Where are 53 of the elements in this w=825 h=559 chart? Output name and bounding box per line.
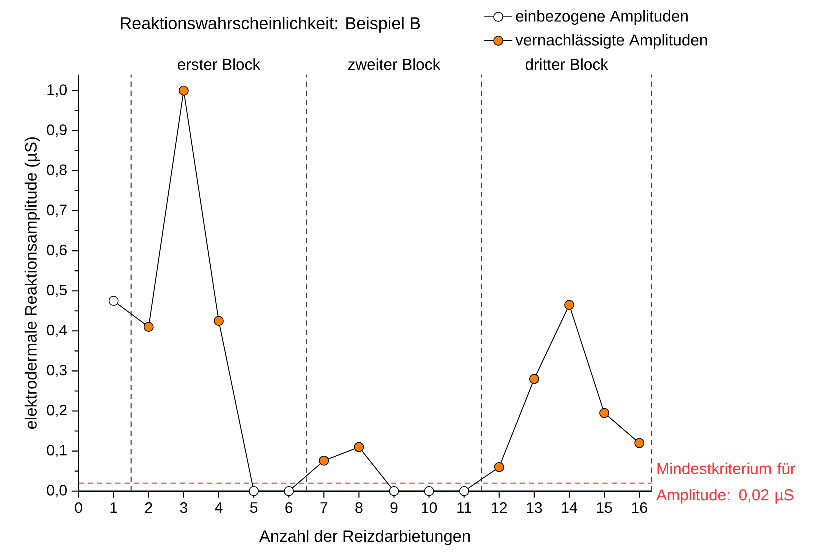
- point: [389, 486, 400, 496]
- x-tick-label: 0: [75, 502, 82, 514]
- x-tick-label: 16: [632, 502, 648, 514]
- legend-label: einbezogene Amplituden: [516, 10, 688, 25]
- point: [249, 486, 260, 496]
- x-tick-label: 14: [562, 502, 578, 513]
- point: [144, 322, 154, 332]
- point: [564, 300, 574, 310]
- x-axis-title: Anzahl der Reizdarbietungen: [260, 530, 470, 546]
- ref-line-label: Mindestkriterium für Amplitude: 0,02 µS: [656, 462, 796, 504]
- point: [494, 462, 504, 472]
- legend-label: vernachlässigte Amplituden: [516, 34, 708, 49]
- y-tick-label: 0,3: [47, 364, 67, 378]
- y-axis-title: elektrodermale Reaktionsamplitude (µS): [24, 137, 40, 429]
- y-tick-label: 0,5: [47, 284, 67, 298]
- point: [424, 486, 434, 496]
- y-tick-label: 0,9: [47, 124, 67, 137]
- point: [459, 486, 470, 496]
- x-tick-label: 4: [215, 502, 223, 513]
- x-tick-label: 11: [458, 502, 472, 513]
- text: dritter Block: [526, 58, 608, 70]
- chart-title: Reaktionswahrscheinlichkeit: Beispiel B: [121, 16, 420, 33]
- y-tick-label: 0,8: [47, 164, 67, 178]
- x-tick-label: 15: [597, 502, 612, 513]
- x-tick-label: 8: [356, 502, 363, 514]
- y-tick-label: 0,2: [47, 404, 67, 418]
- x-tick-label: 5: [250, 502, 258, 513]
- point: [529, 374, 540, 384]
- text: zweiter Block: [348, 58, 441, 70]
- x-tick-label: 3: [180, 502, 188, 514]
- point: [284, 486, 294, 496]
- y-tick-label: 0,1: [47, 444, 67, 458]
- y-tick-label: 1,0: [48, 84, 67, 97]
- point: [108, 296, 119, 306]
- point: [178, 86, 189, 96]
- x-tick-label: 13: [527, 502, 542, 514]
- x-tick-label: 1: [110, 502, 118, 513]
- point: [600, 408, 610, 418]
- y-tick-label: 0,0: [47, 484, 67, 498]
- x-tick-label: 6: [286, 502, 293, 514]
- x-tick-label: 2: [145, 502, 152, 513]
- y-tick-label: 0,7: [47, 204, 67, 218]
- y-tick-label: 0,6: [47, 244, 67, 258]
- y-tick-label: 0,4: [47, 324, 68, 338]
- x-tick-label: 7: [320, 502, 328, 513]
- x-tick-label: 12: [492, 502, 508, 513]
- point: [354, 442, 364, 452]
- text: erster Block: [178, 58, 261, 70]
- x-tick-label: 10: [422, 502, 438, 514]
- point: [634, 438, 645, 448]
- point: [214, 316, 224, 326]
- x-tick-label: 9: [390, 502, 398, 514]
- point: [319, 456, 330, 466]
